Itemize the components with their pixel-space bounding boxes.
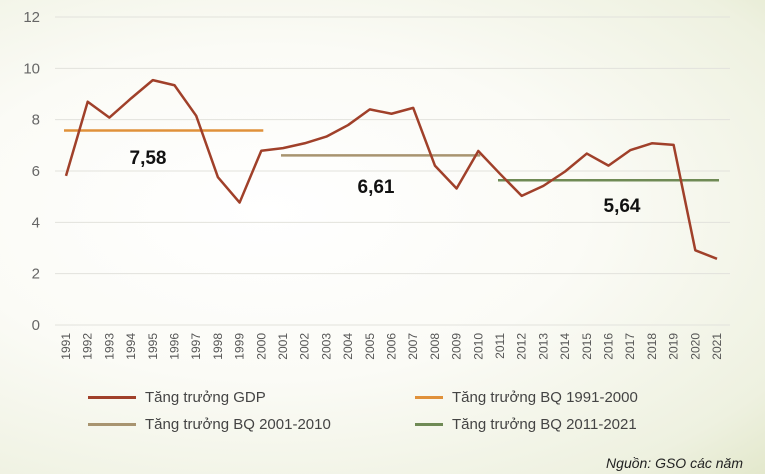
- x-tick-label: 2007: [406, 333, 420, 360]
- x-tick-label: 2011: [493, 333, 507, 359]
- average-label: 5,64: [604, 196, 641, 217]
- x-tick-label: 2018: [645, 333, 659, 360]
- gdp-growth-line: [64, 78, 718, 260]
- y-tick-label: 10: [23, 60, 40, 77]
- x-tick-label: 2000: [254, 333, 268, 360]
- x-tick-label: 2008: [428, 333, 442, 360]
- x-tick-label: 1992: [81, 333, 95, 360]
- x-tick-label: 2006: [385, 333, 399, 360]
- legend-swatch: [415, 396, 443, 399]
- legend-item-avg-2001-2010: Tăng trưởng BQ 2001-2010: [88, 416, 331, 433]
- x-tick-label: 1998: [211, 333, 225, 360]
- x-tick-label: 2010: [471, 333, 485, 360]
- legend-label: Tăng trưởng GDP: [145, 389, 266, 406]
- source-note: Nguồn: GSO các năm: [606, 455, 743, 471]
- x-tick-label: 1995: [146, 333, 160, 360]
- legend-item-gdp: Tăng trưởng GDP: [88, 389, 266, 406]
- y-tick-label: 6: [32, 163, 40, 180]
- x-tick-label: 2019: [667, 333, 681, 360]
- legend-label: Tăng trưởng BQ 1991-2000: [452, 389, 638, 406]
- legend-swatch: [415, 423, 443, 426]
- legend-label: Tăng trưởng BQ 2001-2010: [145, 416, 331, 433]
- x-tick-label: 1994: [124, 333, 138, 360]
- x-tick-label: 2012: [515, 333, 529, 360]
- y-tick-label: 2: [32, 266, 40, 283]
- x-tick-label: 2005: [363, 333, 377, 360]
- y-tick-label: 8: [32, 112, 40, 129]
- x-tick-label: 2002: [298, 333, 312, 360]
- average-label: 6,61: [358, 177, 395, 198]
- x-tick-label: 1991: [59, 333, 73, 360]
- x-tick-label: 2014: [558, 333, 572, 360]
- y-tick-label: 12: [23, 9, 40, 26]
- x-tick-label: 2016: [602, 333, 616, 360]
- average-label: 7,58: [130, 148, 167, 169]
- x-tick-label: 2017: [623, 333, 637, 360]
- x-tick-label: 2021: [710, 333, 724, 360]
- x-tick-label: 2020: [688, 333, 702, 360]
- x-tick-label: 1999: [233, 333, 247, 360]
- legend-item-avg-2011-2021: Tăng trưởng BQ 2011-2021: [415, 416, 637, 433]
- x-tick-label: 2004: [341, 333, 355, 360]
- legend-swatch: [88, 423, 136, 426]
- x-tick-label: 1996: [168, 333, 182, 360]
- x-tick-label: 1993: [102, 333, 116, 360]
- x-tick-label: 2015: [580, 333, 594, 360]
- x-tick-label: 2013: [536, 333, 550, 360]
- y-tick-label: 0: [32, 317, 40, 334]
- x-tick-label: 2001: [276, 333, 290, 360]
- y-tick-label: 4: [32, 214, 40, 231]
- x-tick-label: 2003: [319, 333, 333, 360]
- legend-label: Tăng trưởng BQ 2011-2021: [452, 416, 637, 433]
- x-tick-label: 1997: [189, 333, 203, 360]
- legend-swatch: [88, 396, 136, 399]
- legend-item-avg-1991-2000: Tăng trưởng BQ 1991-2000: [415, 389, 638, 406]
- x-tick-label: 2009: [450, 333, 464, 360]
